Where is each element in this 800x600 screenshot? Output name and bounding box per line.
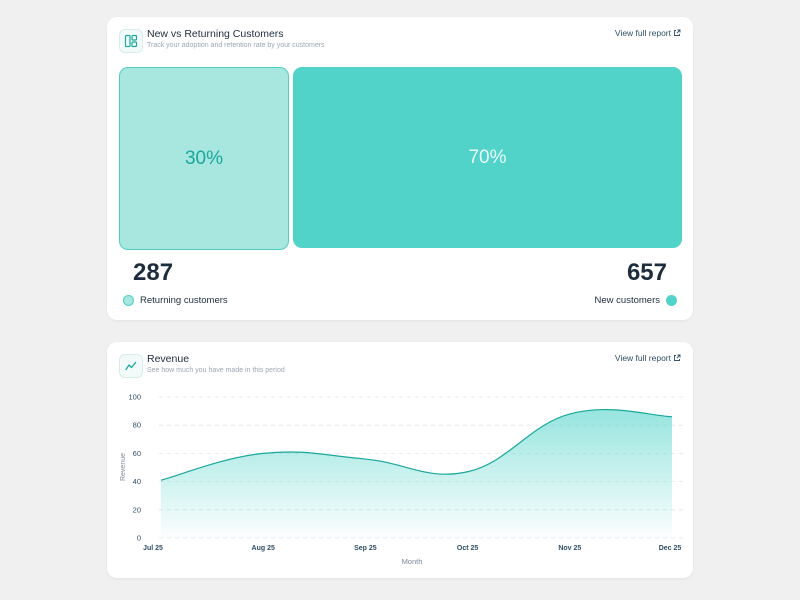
revenue-point[interactable] <box>666 411 678 423</box>
x-tick-label: Sep 25 <box>354 545 377 552</box>
view-report-label[interactable]: View full report <box>614 28 671 38</box>
customers-title: New vs Returning Customers <box>147 28 284 40</box>
x-axis-label: Month <box>402 557 423 566</box>
revenue-point[interactable] <box>155 474 167 486</box>
y-tick-label: 20 <box>133 505 141 514</box>
new-percent: 70% <box>468 146 507 168</box>
revenue-line <box>160 408 673 481</box>
y-axis-label: Revenue <box>120 453 127 481</box>
external-link-icon <box>674 29 681 36</box>
revenue-card: Revenue See how much you have made in th… <box>107 342 693 578</box>
returning-count: 287 <box>133 259 174 286</box>
y-tick-label: 80 <box>133 421 141 430</box>
x-tick-label: Jul 25 <box>143 545 163 552</box>
x-tick-label: Dec 25 <box>659 545 682 552</box>
revenue-point[interactable] <box>462 466 474 478</box>
external-link-icon <box>674 354 681 361</box>
revenue-point[interactable] <box>359 453 371 465</box>
customers-view-report-link[interactable]: View full report <box>615 28 681 38</box>
trend-line-icon <box>119 354 143 378</box>
y-tick-label: 40 <box>133 477 141 486</box>
revenue-chart: 0 20 40 60 80 100 Jul 25 Aug 25 Sep 25 Oct 25 Nov … <box>120 393 685 566</box>
x-tick-label: Nov 25 <box>558 545 581 552</box>
customers-subtitle: Track your adoption and retention rate b… <box>147 42 325 49</box>
new-customers-block[interactable]: 70% <box>293 67 682 248</box>
y-tick-label: 100 <box>128 393 141 402</box>
customers-card: New vs Returning Customers Track your ad… <box>107 17 693 320</box>
returning-legend-dot <box>123 295 134 306</box>
returning-legend-label: Returning customers <box>140 295 228 306</box>
new-legend-label: New customers <box>594 295 660 306</box>
legend-new: New customers <box>595 295 677 306</box>
revenue-subtitle: See how much you have made in this perio… <box>147 367 285 374</box>
new-legend-dot <box>666 295 677 306</box>
layout-icon <box>119 29 143 53</box>
returning-percent: 30% <box>184 147 224 169</box>
legend-returning: Returning customers <box>123 295 228 306</box>
new-count: 657 <box>626 259 667 286</box>
revenue-area <box>161 409 672 538</box>
x-tick-label: Oct 25 <box>457 545 479 552</box>
y-tick-label: 0 <box>137 534 141 543</box>
y-tick-label: 60 <box>133 449 141 458</box>
revenue-point[interactable] <box>257 447 269 459</box>
x-tick-label: Aug 25 <box>252 545 275 552</box>
revenue-view-report-link[interactable]: View full report <box>615 353 681 363</box>
revenue-title: Revenue <box>147 353 190 365</box>
revenue-point[interactable] <box>564 408 576 420</box>
view-report-label[interactable]: View full report <box>614 353 671 363</box>
returning-customers-block[interactable]: 30% <box>119 67 289 250</box>
